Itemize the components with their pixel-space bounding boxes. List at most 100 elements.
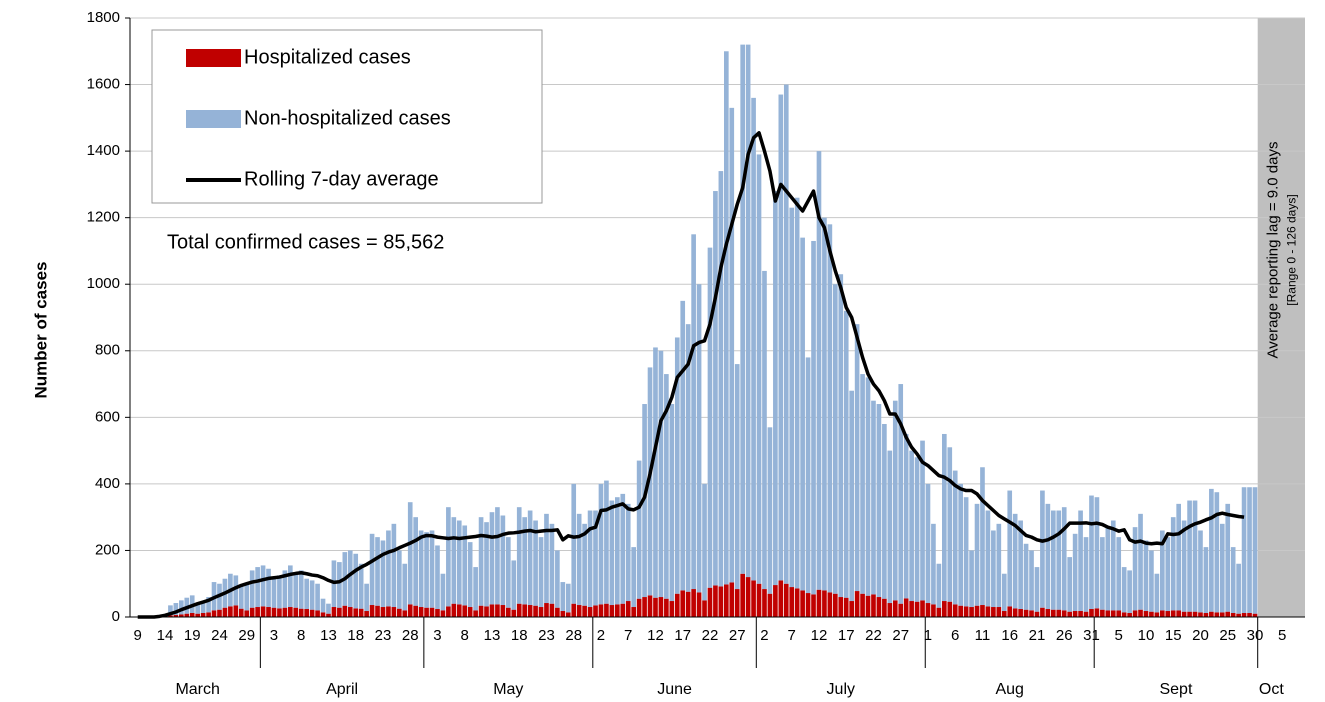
bar <box>293 607 299 617</box>
bar <box>876 404 882 598</box>
bar <box>898 603 904 617</box>
bar <box>522 604 527 617</box>
bar <box>685 591 691 617</box>
x-tick-label: 5 <box>1115 627 1123 644</box>
x-tick-label: 24 <box>211 627 228 644</box>
bar <box>168 615 173 617</box>
reporting-lag-band <box>1257 18 1305 617</box>
bar <box>565 583 571 613</box>
bar <box>1121 612 1127 617</box>
bar <box>217 609 222 617</box>
bar <box>854 591 860 617</box>
bar <box>222 607 228 617</box>
bar <box>582 605 587 617</box>
bar <box>320 598 326 613</box>
bar <box>958 605 963 617</box>
bar <box>789 587 795 617</box>
bar <box>516 603 522 617</box>
bar <box>756 154 762 584</box>
bar <box>604 480 609 604</box>
bar <box>1160 530 1165 611</box>
bar <box>1105 527 1111 611</box>
bar <box>1230 613 1236 617</box>
bar <box>653 597 658 617</box>
annotation: Total confirmed cases = 85,562 <box>167 231 444 253</box>
bar <box>838 274 844 598</box>
bar <box>996 607 1002 617</box>
bar <box>1072 611 1078 617</box>
x-tick-label: 12 <box>647 627 664 644</box>
bar <box>707 587 713 617</box>
bar <box>1176 503 1181 611</box>
bar <box>511 609 517 617</box>
bar <box>353 608 359 617</box>
bar <box>822 590 827 617</box>
bar <box>642 597 647 617</box>
bar <box>593 605 598 617</box>
month-label: March <box>175 681 219 698</box>
bar <box>516 507 522 604</box>
legend-label: Rolling 7-day average <box>244 168 439 190</box>
bar <box>527 510 533 606</box>
bar <box>282 570 288 608</box>
bar <box>843 597 849 617</box>
x-tick-label: 3 <box>433 627 441 644</box>
bar <box>947 601 953 617</box>
x-tick-label: 31 <box>1083 627 1100 644</box>
bar <box>674 337 680 594</box>
month-label: June <box>657 681 692 698</box>
bar <box>195 613 200 617</box>
bar <box>315 610 320 617</box>
bar <box>713 191 718 586</box>
bar <box>282 607 288 617</box>
bar <box>952 604 958 617</box>
bar <box>734 589 740 617</box>
bar <box>1023 609 1029 617</box>
bar <box>228 606 233 617</box>
y-axis-label: Number of cases <box>31 262 50 399</box>
bar <box>669 601 675 617</box>
bar <box>647 595 653 617</box>
bar <box>625 503 631 602</box>
bar <box>555 607 560 617</box>
bar <box>1252 487 1258 614</box>
bar <box>380 607 386 617</box>
month-label: May <box>493 681 523 698</box>
bar <box>484 522 489 607</box>
bar <box>206 612 211 617</box>
bar <box>1083 611 1089 617</box>
bar <box>375 605 380 617</box>
bar <box>925 483 931 604</box>
bar <box>914 601 920 617</box>
bar <box>484 606 489 617</box>
bar <box>402 610 408 617</box>
bar <box>473 567 478 611</box>
bar <box>773 585 778 617</box>
bar <box>173 603 179 616</box>
bar <box>576 513 582 606</box>
bar <box>233 575 239 606</box>
bar <box>816 151 822 590</box>
bar <box>942 433 947 602</box>
bar <box>664 374 669 599</box>
bar <box>1225 503 1231 612</box>
bar <box>1230 547 1236 614</box>
bar <box>1192 611 1198 617</box>
x-tick-label: 7 <box>788 627 796 644</box>
bar <box>560 582 566 612</box>
bar <box>397 550 402 609</box>
x-tick-label: 27 <box>892 627 909 644</box>
bar <box>1198 530 1203 613</box>
bar <box>1072 533 1078 612</box>
bar <box>309 609 315 617</box>
bar <box>1056 609 1062 617</box>
x-tick-label: 16 <box>1001 627 1018 644</box>
bar <box>1247 613 1252 617</box>
x-tick-label: 11 <box>975 627 991 644</box>
bar <box>549 523 555 604</box>
bar <box>342 605 348 617</box>
bar <box>1012 513 1018 609</box>
x-tick-label: 2 <box>760 627 768 644</box>
bar <box>1029 610 1034 617</box>
legend-swatch <box>186 110 241 128</box>
